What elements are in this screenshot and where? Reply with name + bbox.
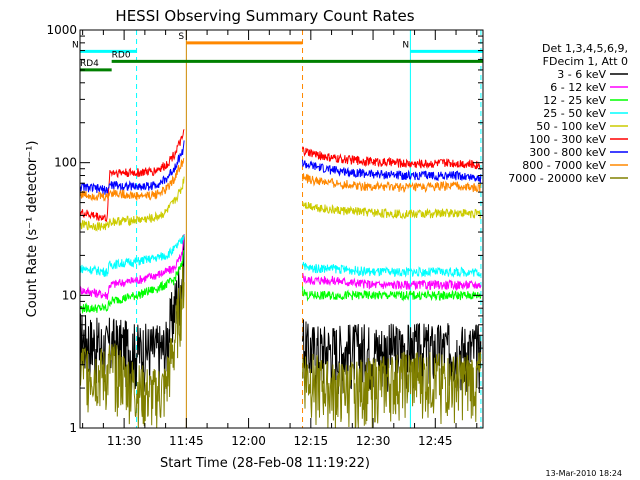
legend-header-0: Det 1,3,4,5,6,9,	[542, 42, 628, 55]
y-tick-label-0: 1	[69, 421, 77, 435]
flag-label-2: S	[178, 32, 184, 42]
legend-label-6: 300 - 800 keV	[529, 146, 606, 159]
legend-label-2: 12 - 25 keV	[543, 94, 606, 107]
legend-label-0: 3 - 6 keV	[557, 68, 606, 81]
x-tick-label-2: 12:00	[231, 434, 266, 448]
legend: Det 1,3,4,5,6,9,FDecim 1, Att 03 - 6 keV…	[508, 42, 628, 185]
x-tick-label-5: 12:45	[418, 434, 453, 448]
legend-header-1: FDecim 1, Att 0	[543, 55, 628, 68]
flag-label-4: RD4	[80, 59, 99, 69]
series-line-5	[79, 129, 481, 223]
legend-label-4: 50 - 100 keV	[536, 120, 606, 133]
footer-date: 13-Mar-2010 18:24	[546, 469, 623, 478]
flag-label-3: RD0	[112, 50, 131, 60]
series-line-6	[79, 140, 482, 195]
legend-label-7: 800 - 7000 keV	[522, 159, 606, 172]
y-axis: 1 10 100 1000	[46, 23, 483, 435]
x-axis-label: Start Time (28-Feb-08 11:19:22)	[160, 456, 370, 471]
x-tick-label-0: 11:30	[107, 434, 142, 448]
y-tick-label-2: 100	[54, 156, 77, 170]
data-series	[79, 129, 482, 429]
flag-label-0: N	[72, 40, 79, 50]
legend-label-5: 100 - 300 keV	[529, 133, 606, 146]
x-axis: 11:30 11:45 12:00 12:15 12:30 12:45	[82, 30, 478, 448]
legend-label-8: 7000 - 20000 keV	[508, 172, 606, 185]
series-line-1	[79, 234, 482, 300]
series-line-2	[79, 250, 482, 315]
y-tick-label-3: 1000	[46, 23, 77, 37]
x-tick-label-4: 12:30	[356, 434, 391, 448]
flag-label-1: N	[402, 40, 409, 50]
series-line-7	[79, 157, 482, 202]
chart-title: HESSI Observing Summary Count Rates	[115, 7, 414, 25]
plot-frame	[79, 29, 484, 429]
observing-flags: N N S RD0 RD4	[72, 32, 483, 72]
legend-label-3: 25 - 50 keV	[543, 107, 606, 120]
series-line-8	[79, 265, 482, 429]
legend-label-1: 6 - 12 keV	[550, 81, 606, 94]
x-tick-label-3: 12:15	[294, 434, 329, 448]
y-tick-label-1: 10	[62, 288, 77, 302]
y-axis-label: Count Rate (s⁻¹ detector⁻¹)	[25, 141, 40, 318]
series-line-4	[79, 176, 482, 232]
series-line-3	[79, 234, 482, 278]
x-tick-label-1: 11:45	[169, 434, 204, 448]
